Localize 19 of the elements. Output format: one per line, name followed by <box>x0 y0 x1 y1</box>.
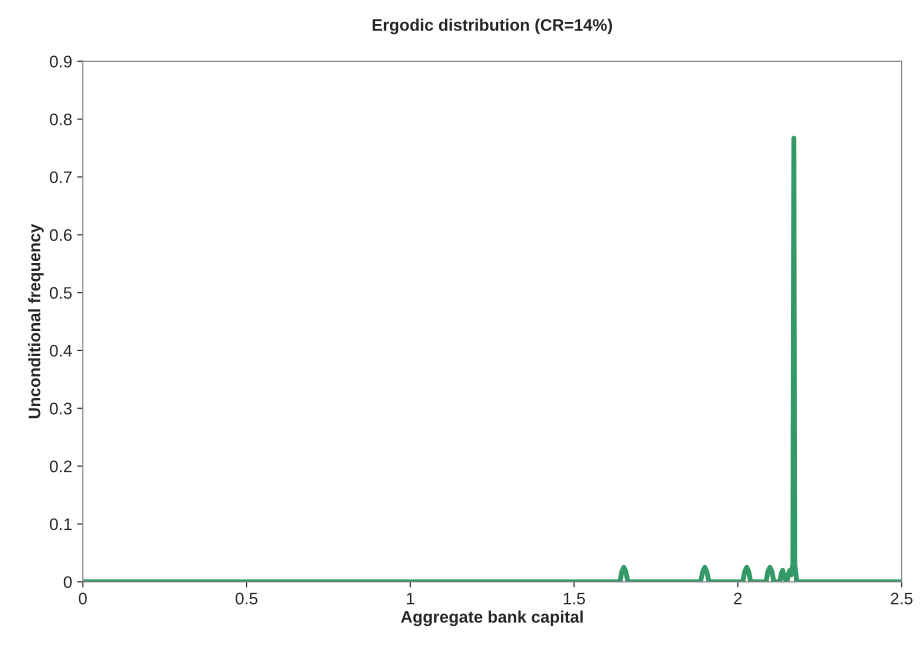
x-tick-label: 2.5 <box>890 592 912 604</box>
y-tick-label: 0.8 <box>50 114 72 126</box>
y-tick-label: 0.5 <box>50 287 72 299</box>
y-tick-label: 0.9 <box>50 56 72 68</box>
y-tick-label: 0.1 <box>50 518 72 530</box>
y-tick-label: 0.7 <box>50 171 72 184</box>
x-tick-label: 0 <box>78 592 87 604</box>
x-tick-label: 0.5 <box>236 592 258 604</box>
y-tick-label: 0.6 <box>50 229 72 241</box>
x-axis-title: Aggregate bank capital <box>400 610 583 626</box>
y-tick-label: 0.2 <box>50 460 72 472</box>
x-tick-label: 1.5 <box>564 592 585 604</box>
y-tick-label: 0.4 <box>50 344 72 357</box>
y-axis-title: Unconditional frequency <box>28 224 44 418</box>
y-tick-label: 0.3 <box>50 402 72 414</box>
y-tick-label: 0 <box>64 576 72 588</box>
chart-title: Ergodic distribution (CR=14%) <box>372 18 612 34</box>
x-tick-label: 2 <box>734 592 742 604</box>
x-tick-label: 1 <box>406 592 414 604</box>
